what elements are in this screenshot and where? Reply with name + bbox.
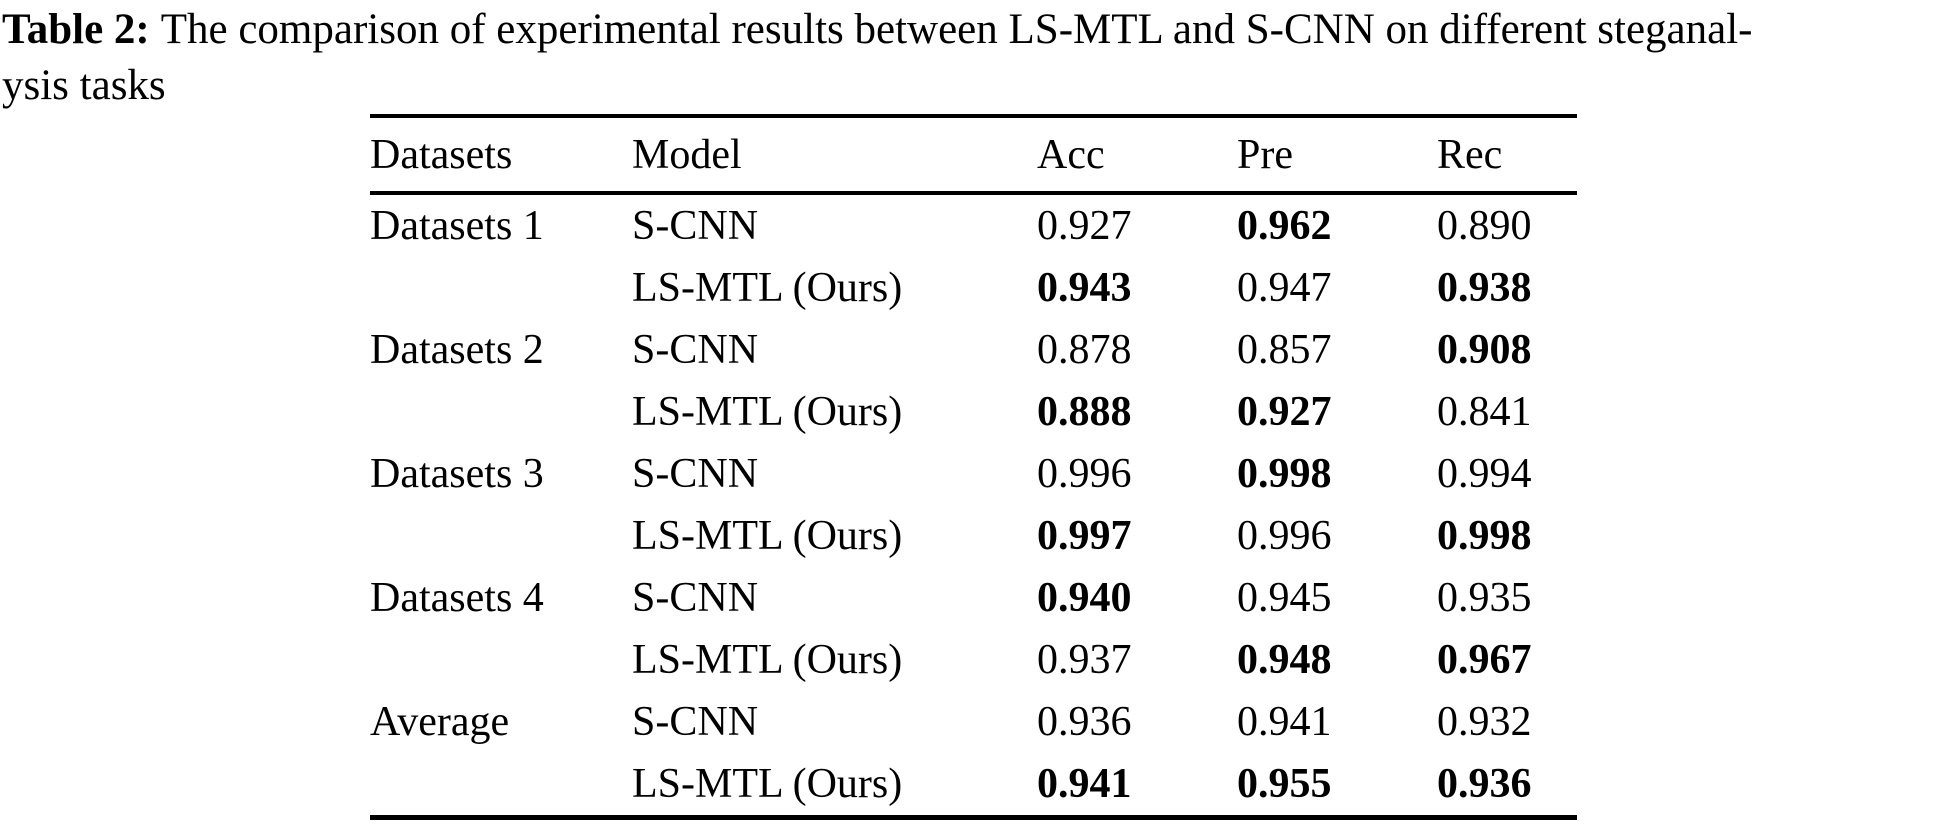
cell-pre: 0.998 [1237, 451, 1332, 497]
cell-dataset [370, 505, 632, 567]
cell-rec: 0.967 [1437, 637, 1532, 683]
cell-rec: 0.935 [1437, 575, 1532, 621]
cell-rec: 0.998 [1437, 513, 1532, 559]
cell-acc: 0.940 [1037, 575, 1132, 621]
caption-line-1: Table 2: The comparison of experimental r… [2, 2, 1952, 58]
cell-rec: 0.936 [1437, 761, 1532, 807]
caption-text-line-2: ysis tasks [2, 62, 166, 109]
column-header-acc: Acc [1037, 116, 1237, 195]
table-row: Average S-CNN 0.936 0.941 0.932 [370, 691, 1577, 753]
column-header-datasets: Datasets [370, 116, 632, 195]
cell-pre: 0.945 [1237, 575, 1332, 621]
column-header-pre: Pre [1237, 116, 1437, 195]
cell-dataset [370, 753, 632, 818]
caption-label: Table 2: [2, 6, 150, 53]
cell-dataset: Datasets 4 [370, 575, 544, 621]
cell-model: S-CNN [632, 327, 759, 373]
cell-dataset: Datasets 2 [370, 327, 544, 373]
cell-pre: 0.927 [1237, 389, 1332, 435]
cell-acc: 0.927 [1037, 203, 1132, 249]
cell-model: LS-MTL (Ours) [632, 513, 903, 559]
cell-model: LS-MTL (Ours) [632, 761, 903, 807]
cell-dataset: Datasets 1 [370, 203, 544, 249]
table-caption: Table 2: The comparison of experimental r… [2, 2, 1952, 114]
cell-pre: 0.996 [1237, 513, 1332, 559]
cell-model: LS-MTL (Ours) [632, 265, 903, 311]
cell-dataset: Average [370, 699, 510, 745]
cell-pre: 0.941 [1237, 699, 1332, 745]
cell-rec: 0.938 [1437, 265, 1532, 311]
cell-rec: 0.841 [1437, 389, 1532, 435]
cell-dataset [370, 629, 632, 691]
cell-acc: 0.996 [1037, 451, 1132, 497]
table-row: Datasets 4 S-CNN 0.940 0.945 0.935 [370, 567, 1577, 629]
cell-model: S-CNN [632, 699, 759, 745]
cell-pre: 0.962 [1237, 203, 1332, 249]
cell-acc: 0.941 [1037, 761, 1132, 807]
cell-rec: 0.908 [1437, 327, 1532, 373]
cell-acc: 0.937 [1037, 637, 1132, 683]
cell-pre: 0.955 [1237, 761, 1332, 807]
column-header-model: Model [632, 116, 1037, 195]
caption-text-line-1: The comparison of experimental results b… [160, 6, 1753, 53]
results-table: Datasets Model Acc Pre Rec Datasets 1 S-… [370, 114, 1577, 820]
cell-rec: 0.994 [1437, 451, 1532, 497]
cell-acc: 0.878 [1037, 327, 1132, 373]
cell-model: S-CNN [632, 575, 759, 621]
table-row: LS-MTL (Ours) 0.937 0.948 0.967 [370, 629, 1577, 691]
cell-model: S-CNN [632, 451, 759, 497]
table-row: LS-MTL (Ours) 0.943 0.947 0.938 [370, 257, 1577, 319]
cell-acc: 0.888 [1037, 389, 1132, 435]
table-row: Datasets 2 S-CNN 0.878 0.857 0.908 [370, 319, 1577, 381]
table-row: Datasets 3 S-CNN 0.996 0.998 0.994 [370, 443, 1577, 505]
table-row: LS-MTL (Ours) 0.888 0.927 0.841 [370, 381, 1577, 443]
cell-acc: 0.997 [1037, 513, 1132, 559]
cell-dataset [370, 381, 632, 443]
cell-acc: 0.943 [1037, 265, 1132, 311]
table-row: Datasets 1 S-CNN 0.927 0.962 0.890 [370, 193, 1577, 257]
cell-model: LS-MTL (Ours) [632, 389, 903, 435]
cell-pre: 0.857 [1237, 327, 1332, 373]
cell-pre: 0.948 [1237, 637, 1332, 683]
column-header-rec: Rec [1437, 116, 1577, 195]
table-header-row: Datasets Model Acc Pre Rec [370, 116, 1577, 195]
cell-dataset: Datasets 3 [370, 451, 544, 497]
cell-pre: 0.947 [1237, 265, 1332, 311]
table-row: LS-MTL (Ours) 0.997 0.996 0.998 [370, 505, 1577, 567]
cell-dataset [370, 257, 632, 319]
table-row: LS-MTL (Ours) 0.941 0.955 0.936 [370, 753, 1577, 818]
cell-model: LS-MTL (Ours) [632, 637, 903, 683]
cell-acc: 0.936 [1037, 699, 1132, 745]
cell-model: S-CNN [632, 203, 759, 249]
cell-rec: 0.890 [1437, 203, 1532, 249]
cell-rec: 0.932 [1437, 699, 1532, 745]
